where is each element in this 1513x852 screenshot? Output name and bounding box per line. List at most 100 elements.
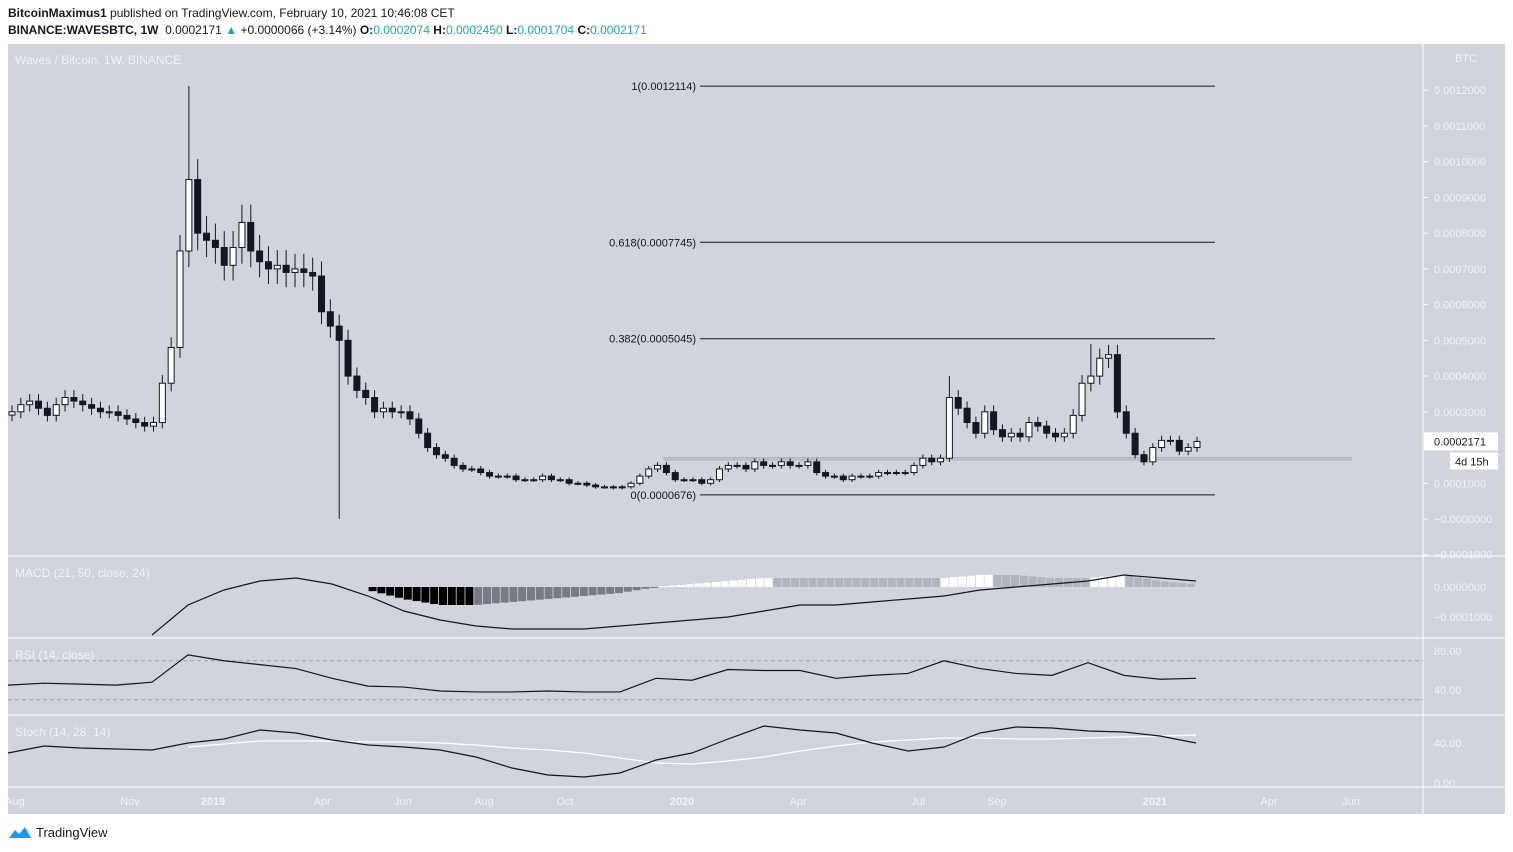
candle-down (998, 429, 1006, 438)
macd-histogram-bar (1011, 575, 1019, 587)
candle-up (636, 475, 644, 484)
macd-histogram-bar (606, 587, 615, 594)
candle-down (786, 461, 794, 466)
candle-down (96, 407, 104, 413)
candle-up (910, 464, 918, 474)
macd-histogram-bar (1037, 577, 1046, 587)
candle-down (282, 264, 290, 273)
candle-up (654, 464, 662, 470)
candle-down (486, 472, 494, 477)
candle-down (353, 375, 361, 391)
x-tick-label: Sep (987, 796, 1007, 808)
macd-histogram-bar (474, 587, 483, 605)
candle-up (26, 400, 34, 406)
tradingview-logo[interactable]: TradingView (8, 825, 108, 840)
candle-up (52, 404, 60, 416)
candle-up (618, 486, 626, 489)
candle-up (883, 472, 891, 475)
macd-histogram-bar (676, 584, 685, 587)
macd-tick-label: −0.0001000 (1434, 612, 1492, 624)
chart-background (8, 44, 1505, 814)
support-zone (663, 457, 1352, 461)
candle-up (1105, 354, 1113, 359)
macd-title: MACD (21, 50, close, 24) (15, 566, 150, 580)
candle-up (397, 411, 405, 414)
macd-histogram-bar (852, 578, 861, 587)
macd-histogram-bar (1169, 582, 1178, 587)
brand-name: TradingView (36, 825, 108, 840)
last-price-label: 0.0002171 (1434, 436, 1486, 448)
candle-down (141, 422, 149, 427)
candle-down (406, 411, 414, 420)
candle-down (609, 486, 617, 489)
candle-down (441, 454, 449, 459)
candle-up (8, 411, 16, 416)
x-tick-label: Apr (1260, 796, 1277, 808)
candle-up (777, 461, 785, 466)
x-tick-label: Aug (5, 796, 25, 808)
candle-down (1043, 425, 1051, 434)
macd-histogram-bar (447, 587, 456, 605)
candle-up (689, 479, 697, 482)
candle-up (857, 475, 865, 478)
macd-histogram-bar (500, 587, 509, 603)
candle-up (1184, 447, 1192, 452)
y-tick-label: 0.0012000 (1434, 85, 1486, 97)
y-tick-label: 0.0007000 (1434, 264, 1486, 276)
y-tick-label: 0.0009000 (1434, 192, 1486, 204)
fib-level-label: 0.382(0.0005045) (609, 334, 696, 346)
y-tick-label: 0.0011000 (1434, 121, 1485, 133)
macd-histogram-bar (650, 587, 659, 588)
candle-down (972, 422, 980, 434)
candle-down (813, 461, 821, 474)
candle-down (300, 268, 308, 273)
candle-up (229, 246, 237, 266)
candle-up (901, 472, 909, 475)
macd-histogram-bar (588, 587, 597, 596)
macd-histogram-bar (764, 578, 773, 587)
candle-up (601, 486, 608, 489)
macd-histogram-bar (579, 587, 588, 597)
y-tick-label: 0.0006000 (1434, 300, 1486, 312)
macd-histogram-bar (896, 578, 905, 587)
fib-level-label: 0(0.0000676) (631, 490, 696, 502)
x-tick-label: Jul (911, 796, 925, 808)
candle-down (247, 221, 255, 252)
candle-up (804, 461, 812, 466)
candle-up (627, 482, 635, 488)
macd-histogram-bar (923, 578, 931, 587)
candle-up (875, 472, 883, 477)
macd-histogram-bar (1178, 582, 1187, 587)
macd-histogram-bar (1055, 578, 1063, 587)
candle-down (477, 468, 485, 474)
candle-down (43, 407, 51, 416)
macd-tick-label: 0.0000000 (1434, 582, 1486, 594)
candle-up (1193, 440, 1201, 449)
candle-down (326, 311, 334, 327)
candle-down (839, 475, 847, 481)
candle-down (88, 404, 96, 409)
macd-histogram-bar (747, 579, 755, 587)
macd-histogram-bar (1143, 578, 1151, 587)
candle-down (742, 464, 750, 470)
macd-histogram-bar (632, 587, 641, 591)
macd-histogram-bar (377, 587, 386, 594)
open-label: O: (359, 23, 374, 37)
publisher[interactable]: BitcoinMaximus1 (8, 6, 107, 20)
macd-histogram-bar (439, 587, 447, 605)
candle-up (945, 397, 953, 459)
candle-up (556, 479, 564, 482)
price-change: +0.0000066 (+3.14%) (240, 23, 357, 37)
triangle-up-icon: ▲ (225, 23, 238, 37)
stoch-tick-label: 40.00 (1434, 738, 1462, 750)
candle-up (273, 264, 281, 270)
candle-down (1016, 432, 1024, 438)
candle-down (335, 325, 343, 341)
y-tick-label: 0.0005000 (1434, 335, 1486, 347)
high-label: H: (433, 23, 446, 37)
candle-down (344, 339, 352, 377)
macd-histogram-bar (430, 587, 439, 605)
macd-histogram-bar (1099, 576, 1107, 587)
macd-histogram-bar (694, 583, 703, 587)
